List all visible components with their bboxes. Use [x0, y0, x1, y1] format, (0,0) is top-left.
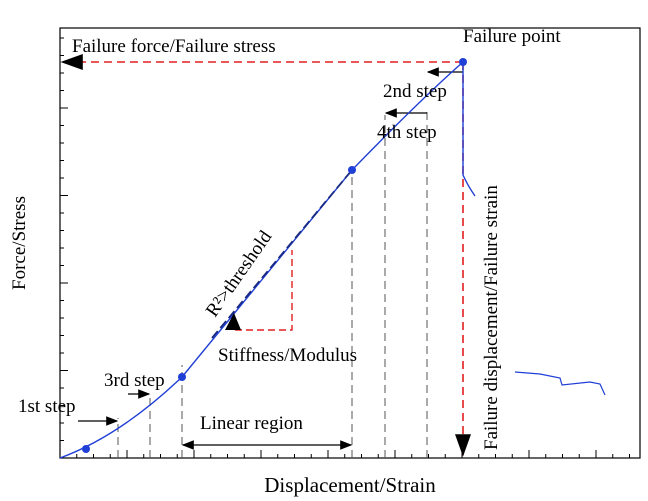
label: 1st step: [18, 396, 76, 417]
label: Linear region: [200, 413, 303, 434]
slope-triangle: [235, 250, 293, 331]
label: Failure force/Failure stress: [72, 36, 276, 57]
label: Failure point: [463, 26, 561, 47]
x-label: Displacement/Strain: [264, 473, 436, 497]
label: 4th step: [377, 122, 437, 143]
curve: [59, 60, 476, 459]
fit-line: [211, 169, 353, 339]
label: 3rd step: [104, 370, 165, 391]
y-label: Force/Stress: [9, 196, 30, 290]
points: [82, 58, 467, 453]
label: Stiffness/Modulus: [218, 345, 357, 366]
step-lines: [117, 108, 428, 458]
step-arrows: [78, 67, 463, 450]
noise: [514, 371, 606, 396]
slope-marker: [225, 313, 241, 330]
frame: [59, 27, 641, 459]
axis-ticks: [59, 37, 630, 459]
label: Failure displacement/Failure strain: [481, 185, 502, 450]
label: 2nd step: [383, 81, 447, 102]
